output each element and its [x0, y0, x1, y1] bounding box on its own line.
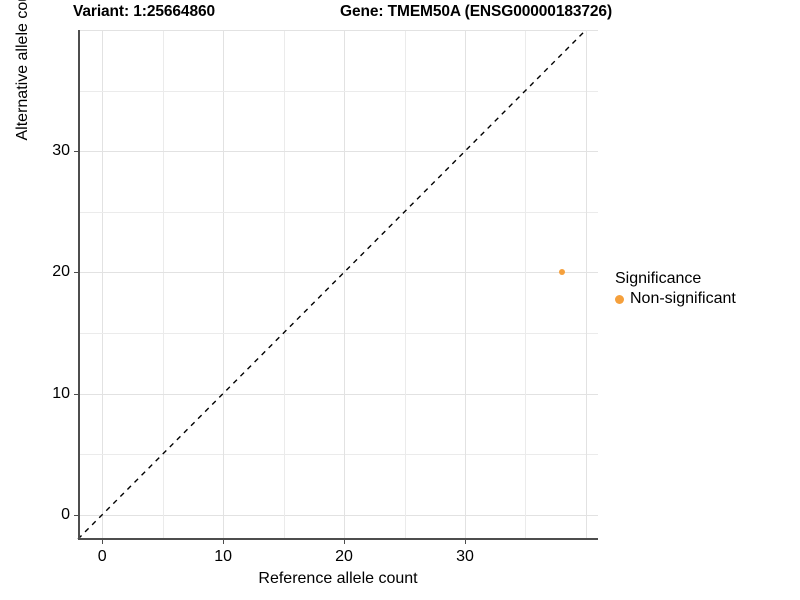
gridline-vertical: [525, 30, 527, 539]
legend-item-label: Non-significant: [630, 290, 736, 307]
gridline-vertical: [223, 30, 225, 539]
gridline-vertical: [585, 30, 587, 539]
gridline-vertical: [404, 30, 406, 539]
gridline-horizontal: [78, 151, 598, 153]
y-axis-tick-label: 10: [52, 384, 70, 402]
gridline-vertical: [464, 30, 466, 539]
legend-item[interactable]: Non-significant: [615, 290, 736, 308]
y-axis-tick-label: 30: [52, 142, 70, 160]
x-axis-tick-label: 30: [456, 548, 474, 565]
gridline-horizontal: [78, 272, 598, 274]
y-axis-title: Alternative allele count: [14, 0, 31, 141]
x-axis-tick-label: 10: [214, 548, 233, 565]
gene-title: Gene: TMEM50A (ENSG00000183726): [340, 3, 613, 20]
x-axis-title: Reference allele count: [258, 570, 418, 587]
gridline-horizontal: [78, 332, 598, 334]
gridline-vertical: [102, 30, 104, 539]
legend: Significance Non-significant: [615, 270, 736, 308]
variant-title: Variant: 1:25664860: [73, 3, 216, 20]
y-axis-tick: [74, 151, 78, 153]
legend-title: Significance: [615, 270, 702, 287]
identity-reference-line: [78, 30, 598, 539]
y-axis-tick: [74, 393, 78, 395]
x-axis-tick-label: 0: [97, 548, 107, 565]
gridline-vertical: [283, 30, 285, 539]
gridline-horizontal: [78, 30, 598, 31]
gridline-horizontal: [78, 211, 598, 213]
x-axis-line: [78, 538, 598, 540]
gridline-horizontal: [78, 454, 598, 456]
y-axis-tick: [74, 272, 78, 274]
gridline-vertical: [344, 30, 346, 539]
y-axis-tick-label: 0: [61, 505, 70, 523]
legend-key-dot-icon: [615, 294, 624, 304]
gridline-horizontal: [78, 90, 598, 92]
x-axis-tick-label: 20: [335, 548, 353, 565]
x-axis-tick: [344, 540, 346, 544]
y-axis-line: [78, 30, 80, 540]
data-point[interactable]: [558, 269, 565, 276]
x-axis-tick: [102, 540, 104, 544]
y-axis-tick-label: 20: [52, 263, 70, 281]
gridline-horizontal: [78, 514, 598, 516]
gridline-vertical: [162, 30, 164, 539]
y-axis-tick: [74, 514, 78, 516]
x-axis-tick: [464, 540, 466, 544]
x-axis-tick: [223, 540, 225, 544]
plot-panel: [78, 30, 598, 539]
gridline-horizontal: [78, 393, 598, 395]
legend-items: Non-significant: [615, 290, 736, 308]
